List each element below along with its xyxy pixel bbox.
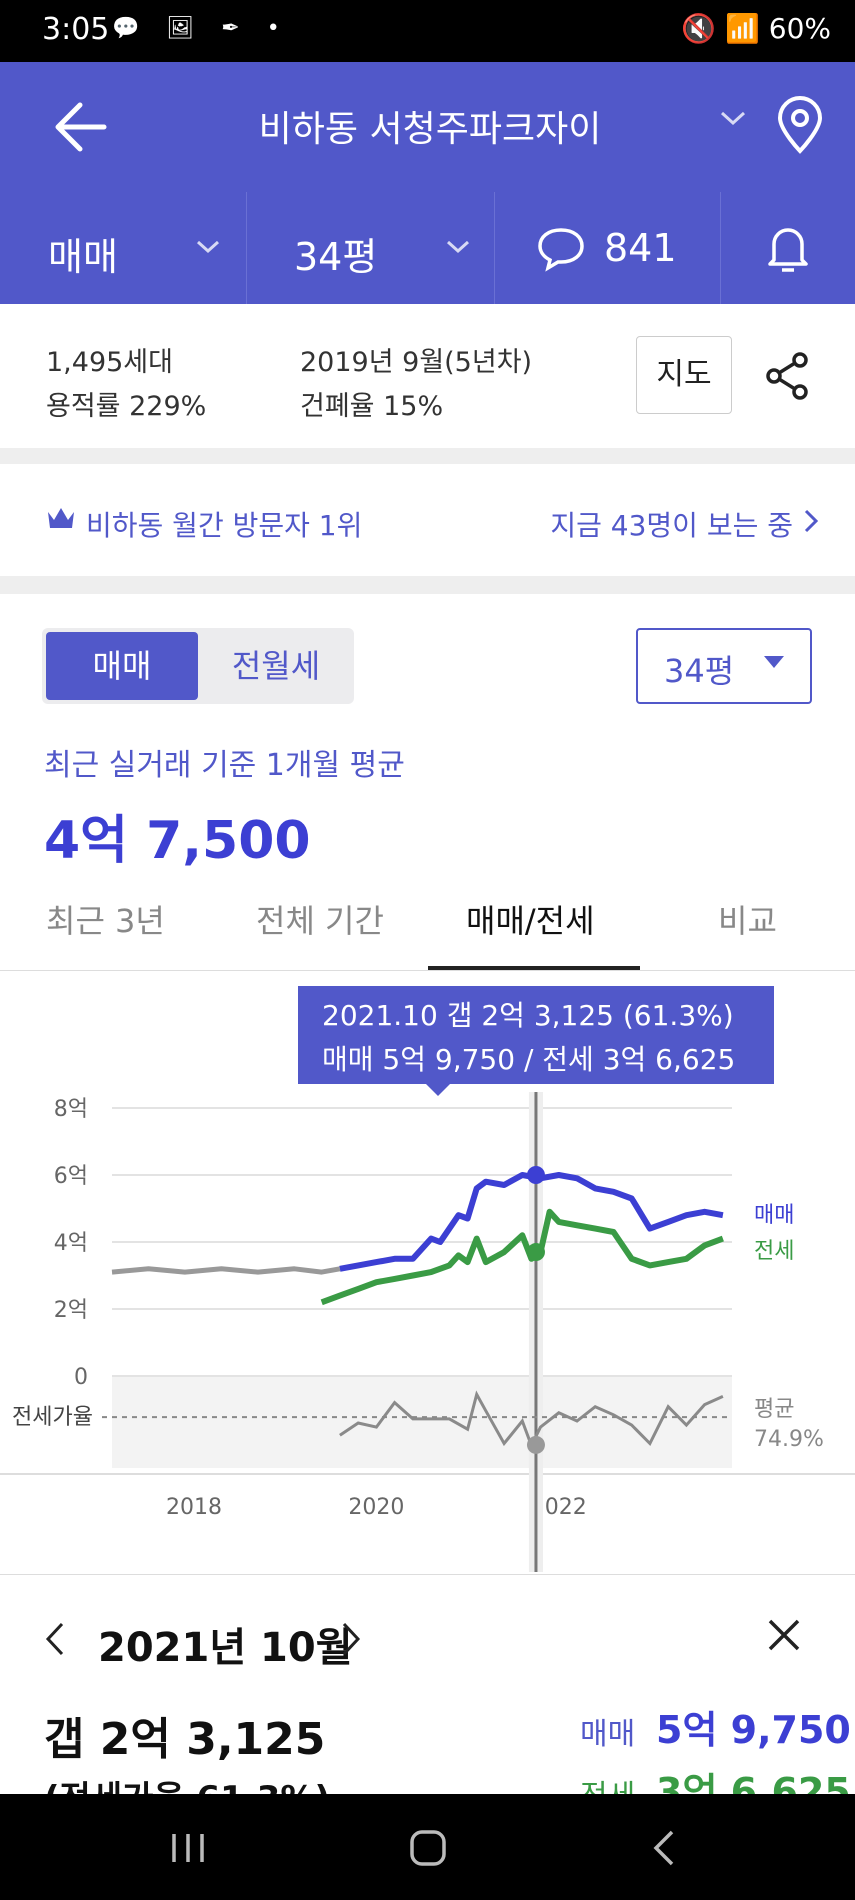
average-label: 최근 실거래 기준 1개월 평균 <box>44 748 405 783</box>
jeonse-marker <box>526 1243 545 1262</box>
chevron-right-icon[interactable] <box>340 1621 362 1657</box>
speech-bubble-icon <box>538 228 584 272</box>
sale-marker <box>526 1166 545 1184</box>
y-tick-label: 8억 <box>54 1097 88 1122</box>
viewers-text[interactable]: 지금 43명이 보는 중 <box>550 509 793 542</box>
divider <box>0 576 855 594</box>
dropdown-triangle-icon <box>764 656 784 668</box>
tab-all-period[interactable]: 전체 기간 <box>256 902 384 940</box>
y-tick-label: 0 <box>74 1365 88 1390</box>
x-tick-label: 2018 <box>166 1495 222 1520</box>
detail-ratio: (전세가율 61.3%) <box>44 1771 330 1795</box>
filter-bar: 매매 34평 841 <box>0 192 855 304</box>
households: 1,495세대 <box>46 347 173 378</box>
ratio-series <box>339 1390 724 1450</box>
crown-icon <box>48 508 74 528</box>
tab-sale-jeonse[interactable]: 매매/전세 <box>466 902 595 940</box>
building-coverage-ratio: 건폐율 15% <box>300 391 444 422</box>
bell-icon <box>768 228 808 272</box>
ratio-axis-label: 전세가율 <box>12 1405 93 1430</box>
average-price: 4억 7,500 <box>44 811 311 871</box>
complex-title[interactable]: 비하동 서청주파크자이 <box>258 109 602 150</box>
x-tick-label: 2020 <box>348 1495 404 1520</box>
y-tick-label: 6억 <box>54 1164 88 1189</box>
home-icon[interactable] <box>388 1820 468 1876</box>
location-pin-icon[interactable] <box>770 96 830 156</box>
ratio-average-label: 평균 <box>754 1397 794 1422</box>
trade-type-dropdown[interactable]: 매매 <box>0 192 247 304</box>
chevron-right-icon <box>804 509 819 533</box>
rank-text: 비하동 월간 방문자 1위 <box>86 509 363 542</box>
ratio-band <box>112 1376 732 1468</box>
size-select[interactable]: 34평 <box>636 628 812 704</box>
ratio-average-value: 74.9% <box>754 1427 824 1452</box>
y-tick-label: 4억 <box>54 1231 88 1256</box>
back-icon[interactable] <box>626 1820 706 1876</box>
size-dropdown[interactable]: 34평 <box>246 192 495 304</box>
detail-sale-value: 5억 9,750 <box>656 1708 851 1752</box>
legend-sale: 매매 <box>754 1203 794 1228</box>
jeonse-series <box>320 1208 724 1306</box>
chevron-left-icon[interactable] <box>44 1621 66 1657</box>
chart-tooltip: 2021.10 갭 2억 3,125 (61.3%) 매매 5억 9,750 /… <box>298 986 774 1096</box>
toggle-rent[interactable]: 전월세 <box>231 647 321 685</box>
detail-jeonse-label: 전세 <box>580 1771 635 1795</box>
app-header: 비하동 서청주파크자이 <box>0 62 855 192</box>
detail-month: 2021년 10월 <box>98 1625 353 1671</box>
alert-button[interactable] <box>720 192 855 304</box>
divider <box>0 448 855 464</box>
tooltip-arrow <box>426 1084 450 1096</box>
notification-icons: 💬 🖼 ✒ • <box>112 16 290 41</box>
system-status: 🔇 📶 60% <box>681 12 831 45</box>
visitor-rank-banner[interactable]: 비하동 월간 방문자 1위 지금 43명이 보는 중 <box>0 464 855 576</box>
chevron-down-icon <box>196 240 220 254</box>
chevron-down-icon <box>446 240 470 254</box>
size-select-label: 34평 <box>664 652 735 690</box>
legend-jeonse: 전세 <box>754 1239 794 1264</box>
map-button[interactable]: 지도 <box>636 336 732 414</box>
tooltip-prices: 매매 5억 9,750 / 전세 3억 6,625 <box>322 1043 736 1076</box>
active-tab-indicator <box>428 966 640 970</box>
built-date: 2019년 9월(5년차) <box>300 347 533 378</box>
y-tick-label: 2억 <box>54 1298 88 1323</box>
detail-jeonse-value: 3억 6,625 <box>656 1770 851 1795</box>
recent-apps-icon[interactable] <box>148 1820 228 1876</box>
share-icon[interactable] <box>762 350 814 402</box>
back-arrow-icon[interactable] <box>50 92 120 162</box>
trade-type-label: 매매 <box>48 235 118 279</box>
comment-count: 841 <box>604 226 677 270</box>
tab-recent-3y[interactable]: 최근 3년 <box>46 902 165 940</box>
complex-info: 1,495세대 용적률 229% 2019년 9월(5년차) 건폐율 15% 지… <box>0 304 855 448</box>
system-nav-bar <box>0 1794 855 1900</box>
sale-series <box>339 1172 724 1272</box>
size-label: 34평 <box>294 235 378 279</box>
clock: 3:05 <box>42 12 110 47</box>
ratio-marker <box>526 1435 545 1454</box>
chevron-down-icon[interactable] <box>720 108 746 128</box>
floor-area-ratio: 용적률 229% <box>46 391 207 422</box>
detail-sale-label: 매매 <box>580 1717 636 1752</box>
close-icon[interactable] <box>766 1617 802 1653</box>
tab-compare[interactable]: 비교 <box>718 902 777 940</box>
detail-gap: 갭 2억 3,125 <box>44 1714 326 1765</box>
comments-button[interactable]: 841 <box>494 192 721 304</box>
detail-sheet: 2021년 10월 갭 2억 3,125 (전세가율 61.3%) 매매 5억 … <box>0 1574 855 1795</box>
status-bar: 3:05 💬 🖼 ✒ • 🔇 📶 60% <box>0 0 855 62</box>
divider <box>0 970 855 971</box>
tooltip-gap: 2021.10 갭 2억 3,125 (61.3%) <box>322 999 734 1032</box>
history-series <box>111 1266 341 1275</box>
toggle-sale[interactable]: 매매 <box>46 632 198 700</box>
